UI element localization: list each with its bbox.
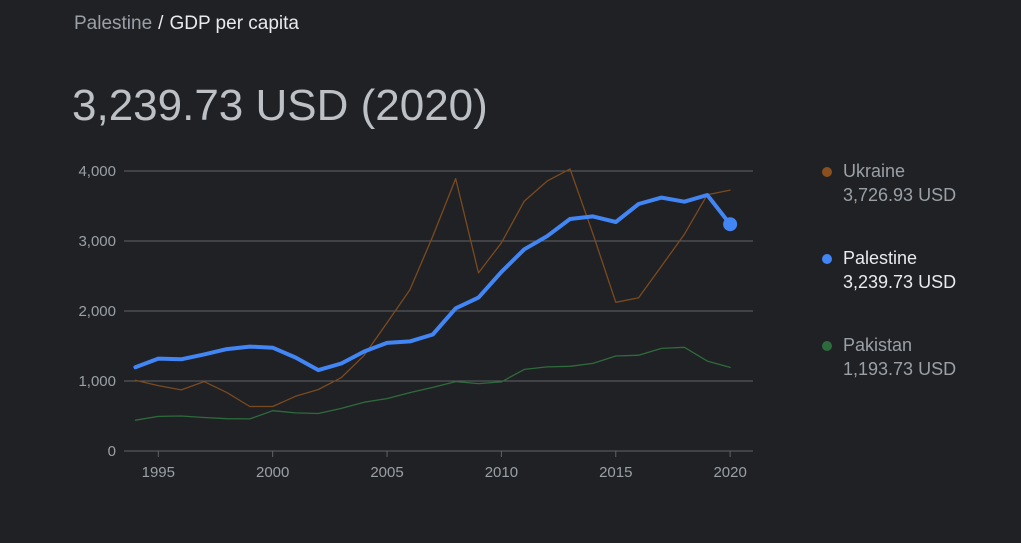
legend-series-name: Palestine [843,248,918,268]
series-line-pakistan [134,346,731,421]
x-tick-label: 1995 [142,464,175,481]
x-tick-label: 2010 [485,464,518,481]
breadcrumb-link-palestine[interactable]: Palestine [74,13,153,34]
legend-dot-icon [822,341,832,351]
legend-dot-icon [822,167,832,177]
x-tick-label: 2005 [370,464,403,481]
y-tick-label: 0 [108,443,116,460]
legend-series-name: Ukraine [843,161,906,181]
y-tick-label: 2,000 [78,303,116,320]
x-tick-label: 2015 [599,464,632,481]
headline-value: 3,239.73 USD (2020) [72,81,488,130]
gdp-line-chart[interactable]: 0 1,000 2,000 3,000 4,000 1995 2000 2005 2010 201… [0,0,800,543]
x-tick-label: 2020 [713,464,746,481]
legend-series-value: 3,726.93 USD [843,185,957,205]
legend-series-value: 1,193.73 USD [843,359,957,379]
series-line-ukraine [134,168,731,408]
breadcrumb: Palestine / GDP per capita [74,12,299,36]
breadcrumb-separator: / [158,13,164,34]
x-tick-label: 2000 [256,464,289,481]
legend-dot-icon [822,254,832,264]
legend-series-name: Pakistan [843,335,913,355]
breadcrumb-current: GDP per capita [169,13,300,34]
series-endpoint-palestine [723,217,738,232]
y-tick-label: 3,000 [78,233,116,250]
series-line-palestine [133,193,733,373]
y-tick-label: 1,000 [78,373,116,390]
y-tick-label: 4,000 [78,163,116,180]
legend-series-value: 3,239.73 USD [843,272,957,292]
